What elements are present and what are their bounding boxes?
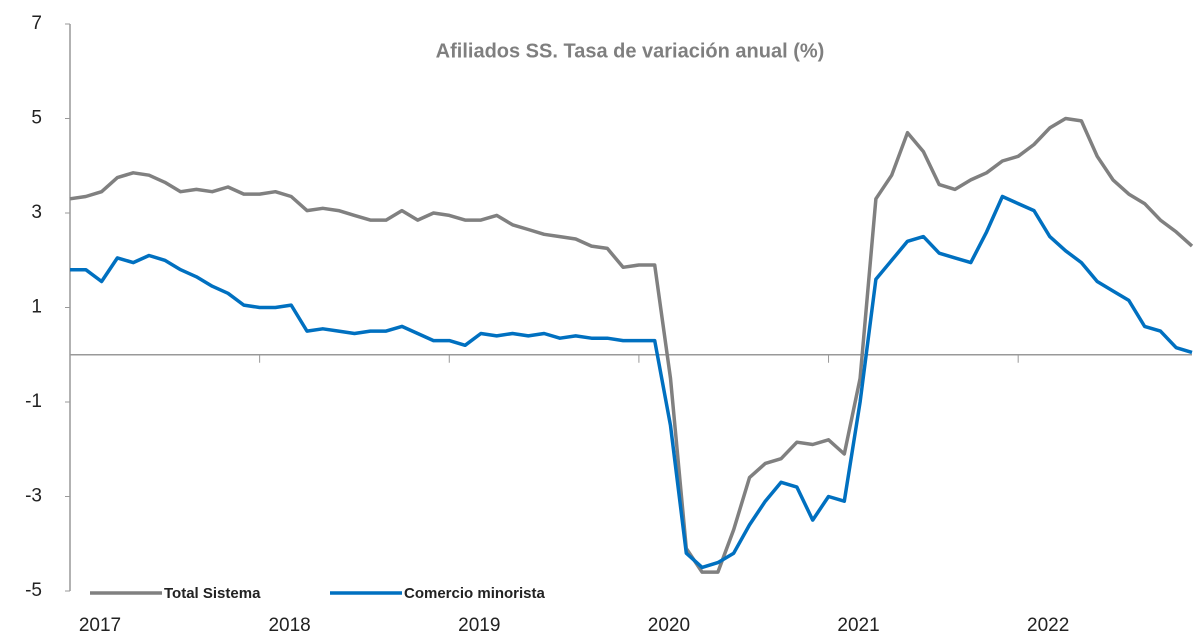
x-tick-label: 2018	[268, 615, 310, 636]
series-line	[69, 116, 1194, 574]
x-tick-label: 2020	[648, 615, 690, 636]
x-tick-label: 2021	[837, 615, 879, 636]
x-tick-label: 2022	[1027, 615, 1069, 636]
y-tick-label: 7	[31, 13, 42, 34]
y-tick-label: 5	[31, 108, 42, 129]
legend-label: Total Sistema	[164, 585, 261, 602]
y-tick-label: -3	[25, 486, 42, 507]
x-tick-label: 2019	[458, 615, 500, 636]
legend-label: Comercio minorista	[404, 585, 546, 602]
y-tick-label: 3	[31, 202, 42, 223]
y-tick-label: -5	[25, 580, 42, 601]
y-tick-label: -1	[25, 391, 42, 412]
x-tick-label: 2017	[79, 615, 121, 636]
y-tick-label: 1	[31, 297, 42, 318]
series-line	[70, 194, 1193, 570]
chart-title: Afiliados SS. Tasa de variación anual (%…	[436, 40, 825, 62]
